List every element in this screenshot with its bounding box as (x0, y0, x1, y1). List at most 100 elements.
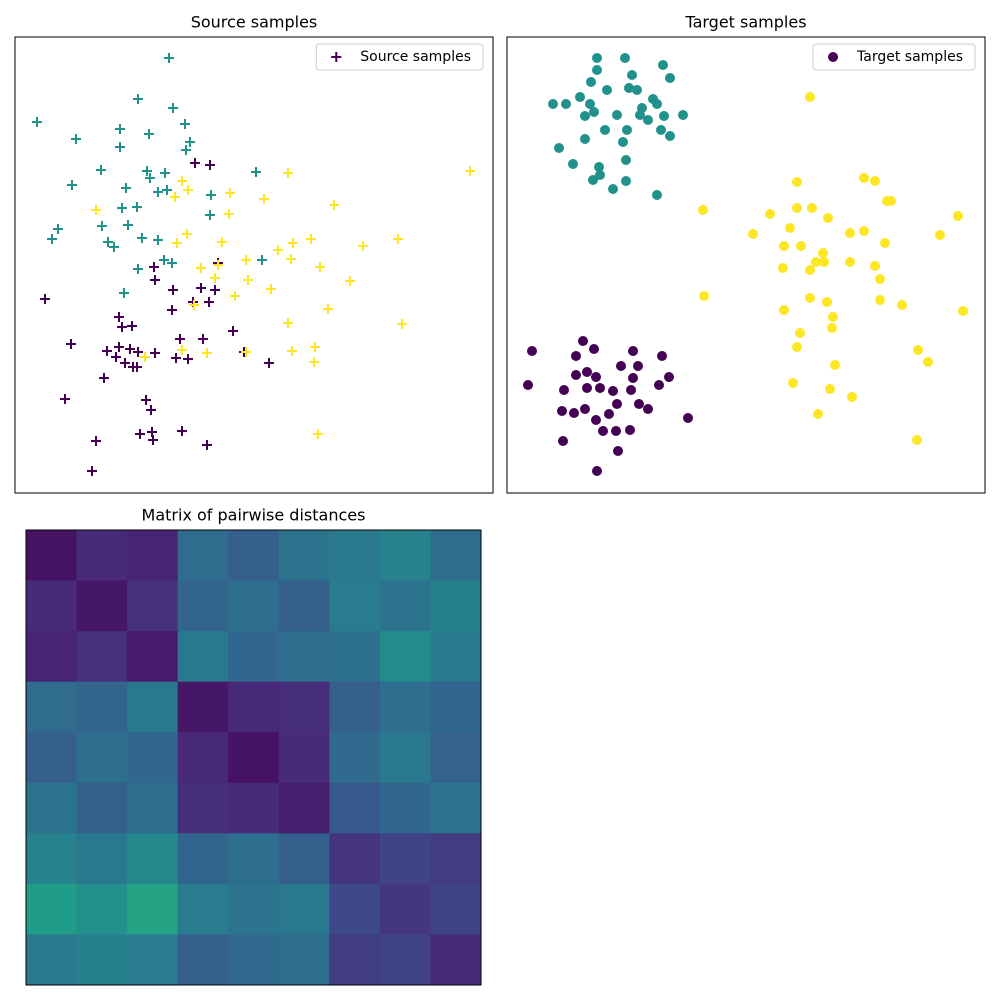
point (225, 188, 235, 198)
point (133, 264, 143, 274)
point (828, 312, 838, 322)
point (822, 297, 832, 307)
point (160, 168, 170, 178)
point (177, 426, 187, 436)
heatmap-cell (430, 681, 482, 733)
point (657, 351, 667, 361)
point (210, 285, 220, 295)
point (259, 194, 269, 204)
heatmap-cell (278, 580, 330, 632)
point (875, 274, 885, 284)
point (779, 305, 789, 315)
point (604, 409, 614, 419)
point (71, 134, 81, 144)
point (621, 155, 631, 165)
heatmap-cell (76, 530, 128, 582)
point (153, 187, 163, 197)
point (465, 166, 475, 176)
point (170, 192, 180, 202)
point (183, 185, 193, 195)
point (140, 352, 150, 362)
point (683, 413, 693, 423)
point (628, 346, 638, 356)
heatmap-cell (430, 580, 482, 632)
heatmap-cell (329, 934, 381, 986)
point (109, 242, 119, 252)
heatmap-cell (228, 530, 280, 582)
point (698, 205, 708, 215)
point (397, 319, 407, 329)
point (643, 115, 653, 125)
point (557, 406, 567, 416)
heatmap-cell (278, 631, 330, 683)
point (845, 257, 855, 267)
point (788, 378, 798, 388)
heatmap-cell (26, 530, 78, 582)
point (598, 426, 608, 436)
point (616, 361, 626, 371)
heatmap-cell (177, 934, 229, 986)
heatmap-cell (177, 580, 229, 632)
heatmap-cell (76, 631, 128, 683)
heatmap-cell (430, 833, 482, 885)
point (190, 158, 200, 168)
point (358, 241, 368, 251)
point (323, 304, 333, 314)
point (627, 70, 637, 80)
point (153, 235, 163, 245)
point (628, 373, 638, 383)
point (111, 352, 121, 362)
point (595, 170, 605, 180)
heatmap-cell (278, 934, 330, 986)
subplot: Source samples Source samples (14, 13, 494, 494)
heatmap-cell (76, 833, 128, 885)
point (243, 275, 253, 285)
point (591, 372, 601, 382)
point (196, 263, 206, 273)
point (204, 297, 214, 307)
heatmap-cell (228, 782, 280, 834)
point (870, 261, 880, 271)
point (96, 165, 106, 175)
point (103, 237, 113, 247)
point (571, 351, 581, 361)
heatmap-cell (26, 833, 78, 885)
point (594, 162, 604, 172)
heatmap-cell (177, 631, 229, 683)
heatmap-cell (379, 580, 431, 632)
point (172, 238, 182, 248)
point (264, 358, 274, 368)
point (213, 260, 223, 270)
point (146, 405, 156, 415)
heatmap-cell (430, 883, 482, 935)
point (164, 53, 174, 63)
point (287, 346, 297, 356)
point (571, 370, 581, 380)
point (588, 175, 598, 185)
heatmap-cell (379, 530, 431, 582)
heatmap-cell (127, 530, 179, 582)
heatmap-cell (278, 883, 330, 935)
heatmap-cell (379, 833, 431, 885)
point (167, 305, 177, 315)
heatmap-cell (329, 631, 381, 683)
point (159, 255, 169, 265)
point (633, 361, 643, 371)
point (652, 99, 662, 109)
heatmap-cell (430, 631, 482, 683)
heatmap-cell (127, 580, 179, 632)
point (144, 129, 154, 139)
point (608, 184, 618, 194)
heatmap-cell (228, 732, 280, 784)
heatmap-cell (379, 631, 431, 683)
point (805, 92, 815, 102)
point (664, 372, 674, 382)
point (133, 347, 143, 357)
heatmap-cell (228, 631, 280, 683)
point (558, 436, 568, 446)
heatmap-cell (228, 883, 280, 935)
point (592, 466, 602, 476)
point (859, 173, 869, 183)
heatmap-cell (26, 732, 78, 784)
legend-text: Target samples (856, 49, 963, 65)
